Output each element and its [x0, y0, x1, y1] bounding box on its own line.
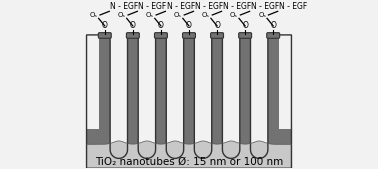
Text: O: O	[270, 21, 276, 30]
Polygon shape	[138, 35, 156, 159]
FancyBboxPatch shape	[183, 33, 195, 38]
Text: N - EGF: N - EGF	[138, 2, 167, 11]
Text: O: O	[130, 21, 136, 30]
Text: Oₛ: Oₛ	[146, 11, 154, 18]
FancyBboxPatch shape	[126, 33, 139, 38]
Text: Oₛ: Oₛ	[258, 11, 266, 18]
FancyBboxPatch shape	[211, 33, 223, 38]
Polygon shape	[222, 35, 240, 159]
Text: N - EGF: N - EGF	[167, 2, 195, 11]
Polygon shape	[194, 35, 212, 159]
Polygon shape	[166, 35, 184, 159]
Text: N - EGF: N - EGF	[110, 2, 139, 11]
Text: O: O	[102, 21, 108, 30]
Polygon shape	[279, 35, 291, 129]
Text: N - EGF: N - EGF	[223, 2, 251, 11]
Bar	[87, 35, 291, 168]
Bar	[87, 125, 291, 168]
Text: O: O	[242, 21, 248, 30]
Text: TiO₂ nanotubes Ø: 15 nm or 100 nm: TiO₂ nanotubes Ø: 15 nm or 100 nm	[95, 157, 283, 167]
Text: Oₛ: Oₛ	[174, 11, 182, 18]
Text: Oₛ: Oₛ	[202, 11, 210, 18]
Text: Oₛ: Oₛ	[230, 11, 238, 18]
Text: Oₛ: Oₛ	[118, 11, 126, 18]
Polygon shape	[110, 35, 127, 159]
Text: N - EGF: N - EGF	[195, 2, 223, 11]
Polygon shape	[251, 35, 268, 159]
FancyBboxPatch shape	[239, 33, 252, 38]
Text: O: O	[158, 21, 164, 30]
FancyBboxPatch shape	[98, 33, 111, 38]
Polygon shape	[87, 141, 291, 168]
Text: N - EGF: N - EGF	[251, 2, 279, 11]
Polygon shape	[87, 35, 99, 129]
Text: O: O	[214, 21, 220, 30]
FancyBboxPatch shape	[155, 33, 167, 38]
Text: Oₛ: Oₛ	[90, 11, 98, 18]
FancyBboxPatch shape	[267, 33, 280, 38]
Bar	[87, 147, 291, 168]
Text: N - EGF: N - EGF	[279, 2, 307, 11]
Text: O: O	[186, 21, 192, 30]
